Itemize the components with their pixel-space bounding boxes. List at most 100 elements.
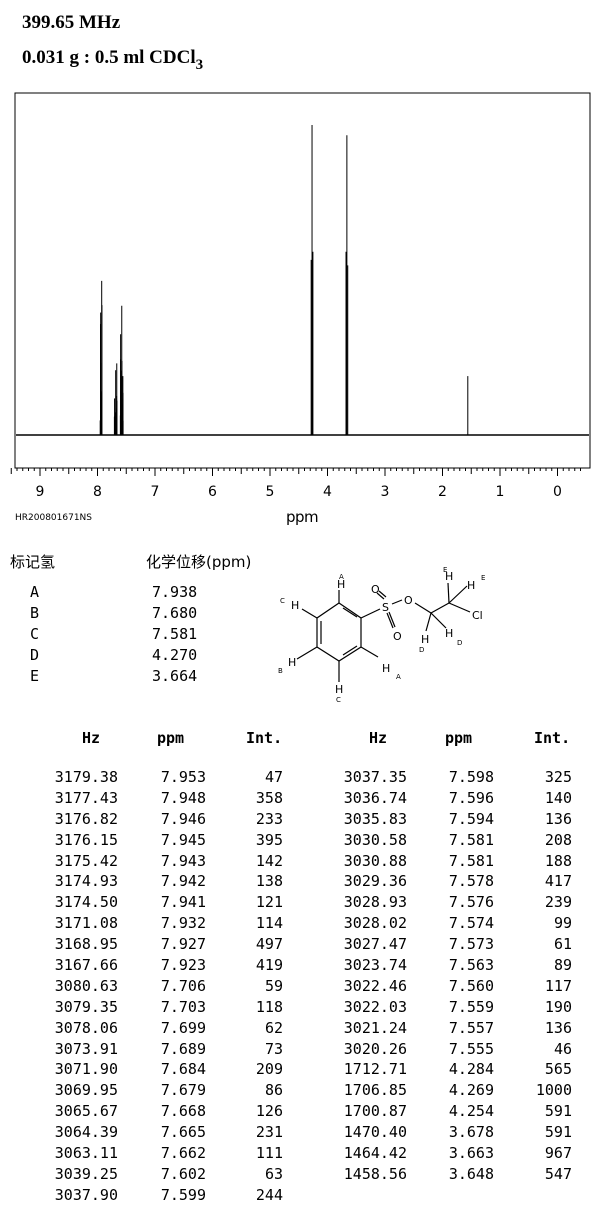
peak-int: 136 <box>544 1018 572 1037</box>
peak-int: 99 <box>553 914 572 933</box>
peak-hz: 3037.35 <box>343 768 407 786</box>
hlabel-e: E <box>443 566 447 574</box>
atom-h: H <box>445 627 453 640</box>
peak-hz: 3079.35 <box>54 997 118 1016</box>
col-header-ppm: ppm <box>157 729 185 747</box>
peak-hz: 3063.11 <box>54 1144 118 1163</box>
peak-hz: 3175.42 <box>54 851 118 870</box>
peak-ppm: 7.665 <box>160 1123 206 1142</box>
assign-shift: 3.664 <box>152 667 198 685</box>
peak-ppm: 7.699 <box>160 1018 206 1037</box>
peak-hz: 3022.46 <box>343 976 407 995</box>
peak-int: 967 <box>544 1144 572 1163</box>
atom-s: S <box>382 601 389 614</box>
sample-subscript: 3 <box>195 57 204 73</box>
peak-ppm: 7.578 <box>448 872 494 891</box>
peak-ppm: 7.946 <box>160 809 206 828</box>
peak-ppm: 7.943 <box>160 851 206 870</box>
peak-hz: 3065.67 <box>54 1102 118 1121</box>
peak-int: 46 <box>553 1039 572 1058</box>
peak-ppm: 7.668 <box>160 1102 206 1121</box>
peak-int: 114 <box>255 914 283 933</box>
peak-hz: 3174.93 <box>54 872 118 891</box>
peak-ppm: 7.703 <box>160 997 206 1016</box>
peak-ppm: 7.581 <box>448 830 494 849</box>
peak-hz: 3064.39 <box>54 1123 118 1142</box>
peak-hz: 3176.15 <box>54 830 118 849</box>
peak-hz: 3176.82 <box>54 809 118 828</box>
x-axis-label: ppm <box>286 508 319 526</box>
atom-h: H <box>382 662 390 675</box>
peak-int: 62 <box>264 1018 283 1037</box>
peak-int: 47 <box>264 768 283 786</box>
peak-hz: 3177.43 <box>54 788 118 807</box>
plot-frame <box>14 92 591 469</box>
peak-col-int: 47 358 233 395 142 138 121 114 497 419 59 118 62 73 20… <box>230 767 283 1206</box>
peak-int: 61 <box>553 935 572 954</box>
atom-cl: Cl <box>472 609 483 622</box>
hlabel-d: D <box>419 646 424 654</box>
peak-ppm: 7.596 <box>448 788 494 807</box>
peak-hz: 3020.26 <box>343 1039 407 1058</box>
assign-shift: 7.680 <box>152 604 198 622</box>
peak-hz: 3168.95 <box>54 935 118 954</box>
peak-int: 118 <box>255 997 283 1016</box>
peak-int: 142 <box>255 851 283 870</box>
peak-hz: 3069.95 <box>54 1081 118 1100</box>
label-header: 标记氢 <box>10 553 56 571</box>
frequency-label: 399.65 MHz <box>22 12 121 33</box>
peak-ppm: 7.559 <box>448 997 494 1016</box>
peak-ppm: 3.663 <box>448 1144 494 1163</box>
peak-int: 591 <box>544 1102 572 1121</box>
atom-h: H <box>421 633 429 646</box>
peak-col-hz: 3179.38 3177.43 3176.82 3176.15 3175.42 3174.… <box>30 767 118 1206</box>
atom-h: H <box>445 570 453 583</box>
peak-ppm: 7.953 <box>160 768 206 786</box>
peak-ppm: 7.598 <box>448 768 494 786</box>
x-tick-label: 9 <box>36 484 45 500</box>
peak-ppm: 7.594 <box>448 809 494 828</box>
col-header-int: Int. <box>246 729 283 747</box>
peak-ppm: 7.563 <box>448 956 494 975</box>
peak-hz: 3036.74 <box>343 788 407 807</box>
col-header-int: Int. <box>534 729 571 747</box>
x-axis-ticks: 9 8 7 6 5 4 3 2 1 0 <box>10 468 581 500</box>
peak-int: 136 <box>544 809 572 828</box>
peak-int: 126 <box>255 1102 283 1121</box>
peak-int: 231 <box>255 1123 283 1142</box>
peak-hz: 3071.90 <box>54 1060 118 1079</box>
peak-col-ppm: 7.598 7.596 7.594 7.581 7.581 7.578 7.576 7.574… <box>428 767 494 1185</box>
hlabel-a: A <box>396 673 401 681</box>
assignment-shifts: 7.938 7.680 7.581 4.270 3.664 <box>152 582 197 687</box>
peak-hz: 3030.88 <box>343 851 407 870</box>
sample-id: HR200801671NS <box>15 513 93 523</box>
peak-ppm: 7.932 <box>160 914 206 933</box>
peak-hz: 3027.47 <box>343 935 407 954</box>
peak-ppm: 7.574 <box>448 914 494 933</box>
peak-int: 547 <box>544 1164 572 1183</box>
atom-o: O <box>404 594 413 607</box>
peak-hz: 3035.83 <box>343 809 407 828</box>
peak-int: 190 <box>544 997 572 1016</box>
peak-int: 1000 <box>535 1081 572 1100</box>
x-tick-label: 8 <box>93 484 102 500</box>
peak-hz: 3021.24 <box>343 1018 407 1037</box>
molecule-labels: A C B C A E E D D <box>278 566 485 704</box>
assign-label: C <box>30 625 40 643</box>
peak-int: 591 <box>544 1123 572 1142</box>
col-header-ppm: ppm <box>445 729 473 747</box>
peak-col-hz: 3037.35 3036.74 3035.83 3030.58 3030.88 3029.… <box>318 767 407 1185</box>
peak-int: 138 <box>255 872 283 891</box>
atom-o: O <box>393 630 402 643</box>
peak-int: 208 <box>544 830 572 849</box>
peak-hz: 3028.02 <box>343 914 407 933</box>
peak-ppm: 7.679 <box>160 1081 206 1100</box>
atom-o: O <box>371 583 380 596</box>
peak-hz: 1700.87 <box>343 1102 407 1121</box>
x-tick-label: 3 <box>381 484 390 500</box>
peak-hz: 1706.85 <box>343 1081 407 1100</box>
peak-ppm: 7.560 <box>448 976 494 995</box>
assignment-labels: A B C D E <box>30 582 39 687</box>
peak-hz: 1464.42 <box>343 1144 407 1163</box>
peak-int: 209 <box>255 1060 283 1079</box>
